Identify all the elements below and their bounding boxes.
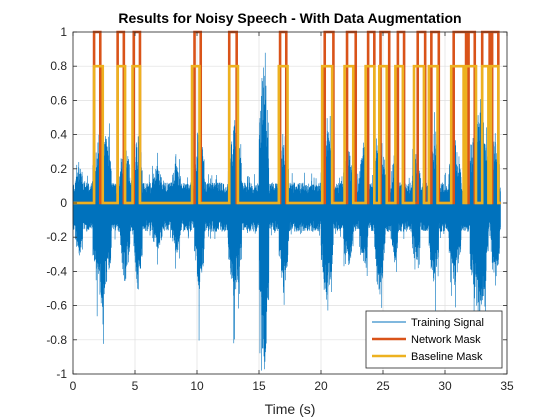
x-tick-label: 20	[314, 379, 328, 393]
y-tick-label: -0.8	[46, 333, 67, 347]
series-training-signal	[72, 52, 501, 371]
y-tick-label: 0.2	[50, 162, 67, 176]
y-tick-label: -1	[56, 367, 67, 381]
chart-title: Results for Noisy Speech - With Data Aug…	[118, 10, 461, 26]
x-axis-label: Time (s)	[265, 401, 316, 417]
series-baseline-mask	[73, 64, 501, 205]
x-tick-label: 15	[252, 379, 266, 393]
x-tick-label: 35	[500, 379, 514, 393]
y-tick-label: 0	[60, 196, 67, 210]
axis-ticks: 0 5 10 15 20 25 30 35 -1 -0.8 -0.6 -0.4 -0.2 0 0.2 0.4 0…	[46, 25, 514, 393]
x-tick-label: 0	[70, 379, 77, 393]
legend-label: Training Signal	[411, 317, 484, 329]
y-tick-label: -0.2	[46, 230, 67, 244]
x-tick-label: 25	[376, 379, 390, 393]
y-tick-label: -0.4	[46, 264, 67, 278]
y-tick-label: 0.6	[50, 93, 67, 107]
x-tick-label: 30	[438, 379, 452, 393]
legend-label: Network Mask	[411, 334, 481, 346]
legend: Training Signal Network Mask Baseline Mask	[365, 310, 503, 369]
y-tick-label: 0.8	[50, 59, 67, 73]
x-tick-label: 10	[190, 379, 204, 393]
y-tick-label: -0.6	[46, 299, 67, 313]
y-tick-label: 1	[60, 25, 67, 39]
x-tick-label: 5	[132, 379, 139, 393]
legend-label: Baseline Mask	[411, 351, 483, 363]
y-tick-label: 0.4	[50, 128, 67, 142]
